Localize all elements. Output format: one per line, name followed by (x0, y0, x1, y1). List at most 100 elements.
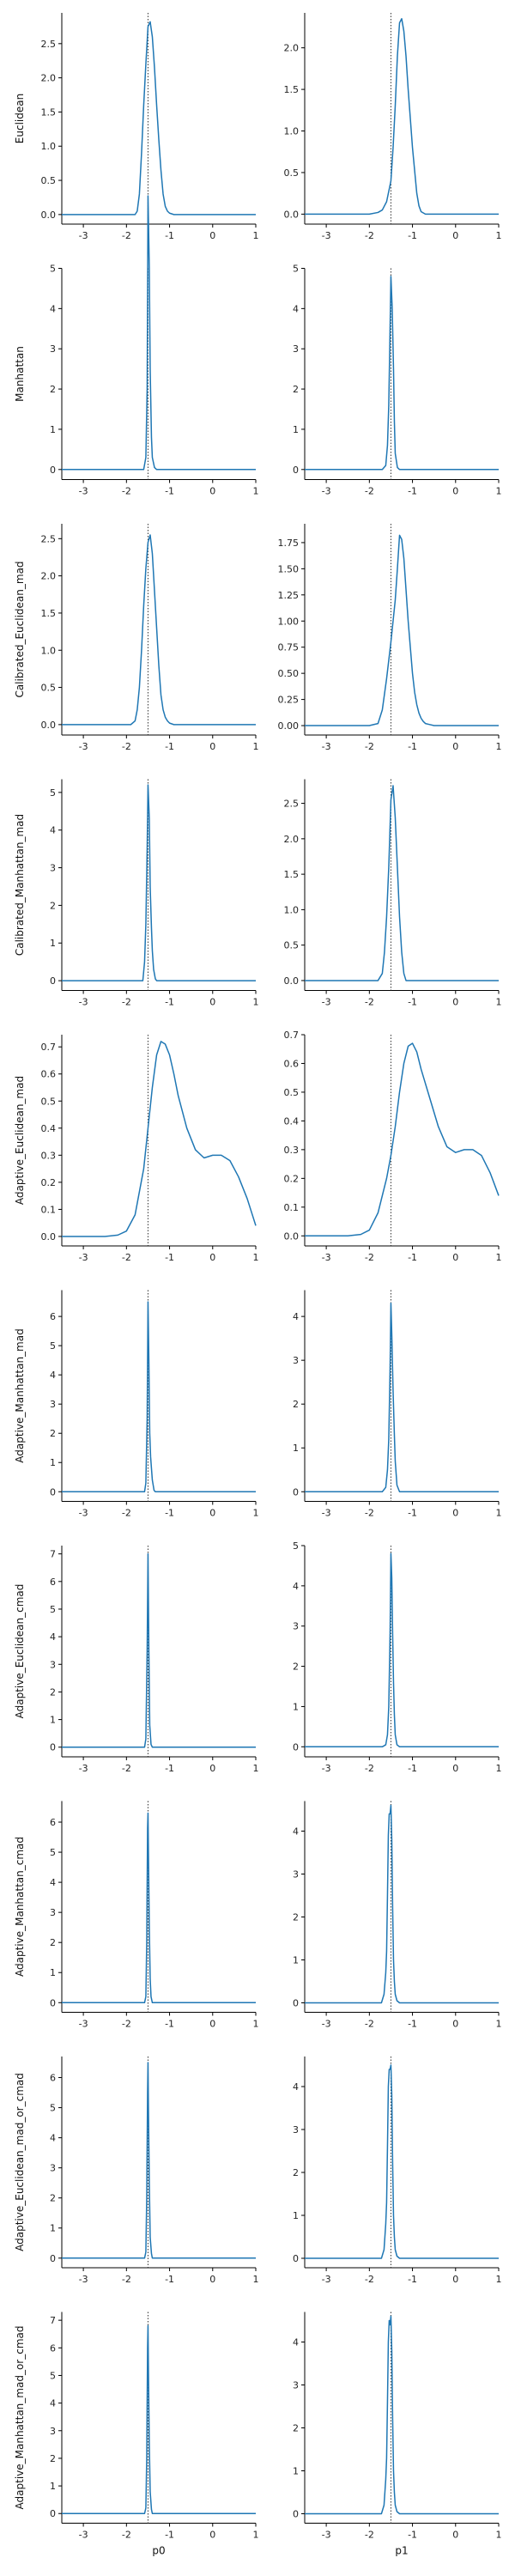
y-tick-label: 3 (50, 1659, 56, 1670)
x-tick-label: -3 (322, 1763, 331, 1774)
density-line (305, 276, 499, 471)
y-tick-label: 5 (50, 1847, 56, 1858)
y-tick-label: 0.5 (41, 683, 57, 694)
y-tick-label: 0.7 (41, 1042, 57, 1053)
x-tick-label: -2 (365, 2019, 374, 2030)
x-tick-label: -2 (122, 741, 131, 752)
density-line (305, 2315, 499, 2515)
x-tick-label: -1 (408, 2530, 417, 2541)
y-tick-label: 0.25 (278, 695, 300, 706)
y-tick-label: 6 (50, 2073, 56, 2084)
density-line (62, 1301, 256, 1493)
x-tick-label: -3 (322, 741, 331, 752)
x-tick-label: -1 (165, 2274, 174, 2285)
density-line (62, 21, 256, 216)
density-line (62, 2324, 256, 2514)
y-tick-label: 1.0 (284, 904, 300, 915)
x-tick-label: 0 (452, 486, 458, 497)
y-tick-label: 4 (50, 1631, 56, 1643)
x-tick-label: 1 (253, 230, 259, 241)
subplot-adaptive-euclidean-mad-p0: -3 -2 -1 0 1 0.0 0.1 0.2 0.3 0.4 0.5 0.6 0.7 Adaptive… (14, 1035, 259, 1263)
y-tick-label: 1.5 (41, 608, 57, 619)
x-tick-label: 1 (253, 997, 259, 1008)
x-tick-label: -1 (408, 230, 417, 241)
density-line (305, 1804, 499, 2004)
y-tick-label: 4 (50, 1370, 56, 1381)
y-tick-label: 0.5 (41, 1096, 57, 1107)
density-line (62, 1552, 256, 1748)
y-tick-label: 4 (50, 2398, 56, 2409)
x-tick-label: -3 (79, 741, 88, 752)
y-axis-label: Adaptive_Manhattan_cmad (14, 1837, 26, 1977)
density-line (62, 784, 256, 981)
x-tick-label: -1 (408, 2019, 417, 2030)
x-tick-label: 0 (452, 1763, 458, 1774)
x-axis-label: p1 (395, 2545, 408, 2557)
y-tick-label: 3 (50, 2426, 56, 2437)
x-tick-label: -1 (165, 1252, 174, 1263)
subplot-euclidean-p1: -3 -2 -1 0 1 0.0 0.5 1.0 1.5 2.0 (284, 13, 502, 241)
x-tick-label: 1 (253, 1508, 259, 1519)
y-tick-label: 2 (293, 1399, 299, 1410)
y-tick-label: 3 (50, 1907, 56, 1918)
y-tick-label: 7 (50, 2315, 56, 2326)
x-tick-label: -1 (165, 741, 174, 752)
y-tick-label: 1 (50, 1967, 56, 1978)
y-tick-label: 1.50 (278, 563, 300, 574)
y-tick-label: 0 (50, 2253, 56, 2264)
x-tick-label: -2 (365, 741, 374, 752)
y-tick-label: 3 (293, 2380, 299, 2391)
x-tick-label: 0 (209, 741, 215, 752)
x-tick-label: -1 (408, 2274, 417, 2285)
x-tick-label: -3 (322, 997, 331, 1008)
x-tick-label: 0 (209, 2274, 215, 2285)
x-tick-label: -2 (365, 486, 374, 497)
x-tick-label: -2 (122, 2530, 131, 2541)
y-tick-label: 1.0 (41, 141, 57, 152)
y-tick-label: 0 (50, 1486, 56, 1498)
y-tick-label: 3 (293, 343, 299, 355)
x-tick-label: 0 (452, 2530, 458, 2541)
y-tick-label: 2.0 (41, 73, 57, 84)
x-tick-label: -1 (165, 2530, 174, 2541)
y-tick-label: 0 (50, 1742, 56, 1753)
subplot-calibrated-euclidean-mad-p1: -3 -2 -1 0 1 0.00 0.25 0.50 0.75 1.00 1.25 1.50 1.75 (278, 524, 502, 752)
y-tick-label: 1 (50, 2223, 56, 2234)
x-tick-label: -1 (165, 230, 174, 241)
y-tick-label: 1 (293, 1701, 299, 1712)
x-tick-label: 0 (209, 486, 215, 497)
x-tick-label: -3 (322, 230, 331, 241)
x-tick-label: -1 (165, 1763, 174, 1774)
density-line (305, 1303, 499, 1493)
y-axis-label: Calibrated_Manhattan_mad (14, 814, 26, 956)
subplot-calibrated-manhattan-mad-p0: -3 -2 -1 0 1 0 1 2 3 4 5 Calibrated_Manhattan_mad (14, 779, 259, 1008)
x-tick-label: -1 (408, 1252, 417, 1263)
x-tick-label: 1 (496, 2274, 502, 2285)
x-tick-label: -1 (165, 486, 174, 497)
y-axis-label: Adaptive_Euclidean_mad_or_cmad (14, 2073, 26, 2251)
y-tick-label: 0.5 (284, 940, 300, 951)
y-tick-label: 0.6 (284, 1058, 300, 1069)
subplot-adaptive-euclidean-cmad-p0: -3 -2 -1 0 1 0 1 2 3 4 5 6 7 Adaptive_Euclidean_cmad (14, 1546, 259, 1774)
x-tick-label: 0 (209, 2019, 215, 2030)
y-tick-label: 0 (50, 1997, 56, 2008)
y-tick-label: 5 (50, 1604, 56, 1615)
density-line (62, 2062, 256, 2259)
y-tick-label: 4 (293, 1581, 299, 1592)
x-tick-label: -1 (165, 997, 174, 1008)
x-tick-label: 0 (452, 1508, 458, 1519)
subplot-adaptive-manhattan-cmad-p1: -3 -2 -1 0 1 0 1 2 3 4 (293, 1801, 502, 2030)
y-tick-label: 0 (293, 1998, 299, 2009)
y-tick-label: 2 (50, 384, 56, 395)
y-tick-label: 2 (50, 1937, 56, 1948)
x-tick-label: -2 (122, 1252, 131, 1263)
y-tick-label: 4 (50, 2133, 56, 2144)
x-tick-label: -2 (365, 1252, 374, 1263)
x-tick-label: -3 (322, 1252, 331, 1263)
y-tick-label: 0.3 (41, 1150, 57, 1161)
y-tick-label: 0.5 (284, 167, 300, 179)
x-tick-label: 1 (496, 997, 502, 1008)
y-tick-label: 1 (293, 424, 299, 435)
x-tick-label: 1 (496, 2530, 502, 2541)
density-line (62, 195, 256, 471)
